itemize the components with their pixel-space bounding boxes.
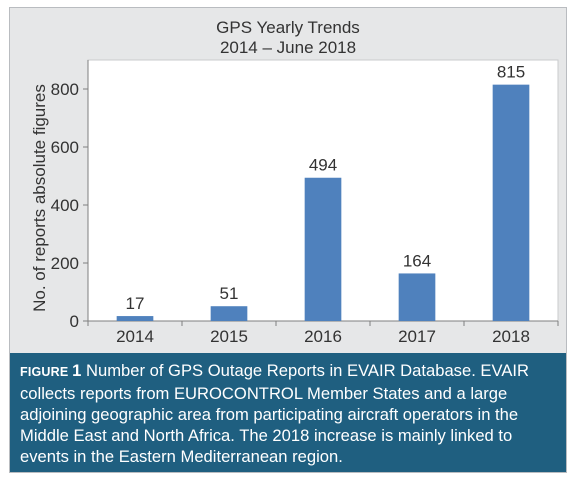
chart-subtitle: 2014 – June 2018 <box>219 38 357 57</box>
figure-caption: FIGURE 1 Number of GPS Outage Reports in… <box>10 353 566 472</box>
chart-title-block: GPS Yearly Trends 2014 – June 2018 <box>10 18 566 58</box>
data-label-2014: 17 <box>126 294 145 313</box>
data-label-2015: 51 <box>220 284 239 303</box>
caption-text: Number of GPS Outage Reports in EVAIR Da… <box>20 361 529 466</box>
caption-label: FIGURE <box>20 365 69 379</box>
chart-title: GPS Yearly Trends <box>216 18 360 37</box>
bar-2017 <box>398 273 436 321</box>
bar-2014 <box>116 316 154 321</box>
x-tick-label-2017: 2017 <box>398 327 436 346</box>
y-tick-label: 800 <box>51 80 79 99</box>
x-tick-label-2015: 2015 <box>210 327 248 346</box>
data-label-2018: 815 <box>497 63 525 82</box>
caption-number: 1 <box>72 361 82 380</box>
y-tick-label: 0 <box>70 312 79 331</box>
bar-chart: 0 200 400 600 800 17 2014 51 2015 494 2016 164 2017 8… <box>51 59 559 346</box>
x-tick-label-2014: 2014 <box>116 327 154 346</box>
y-tick-label: 200 <box>51 254 79 273</box>
bar-2015 <box>210 306 248 321</box>
y-tick-label: 600 <box>51 138 79 157</box>
x-tick-label-2018: 2018 <box>492 327 530 346</box>
bar-2018 <box>492 84 530 322</box>
x-tick-label-2016: 2016 <box>304 327 342 346</box>
bar-2016 <box>304 177 342 321</box>
data-label-2016: 494 <box>309 156 337 175</box>
y-tick-label: 400 <box>51 196 79 215</box>
figure-panel: GPS Yearly Trends 2014 – June 2018 No. o… <box>9 7 567 473</box>
data-label-2017: 164 <box>403 251 431 270</box>
